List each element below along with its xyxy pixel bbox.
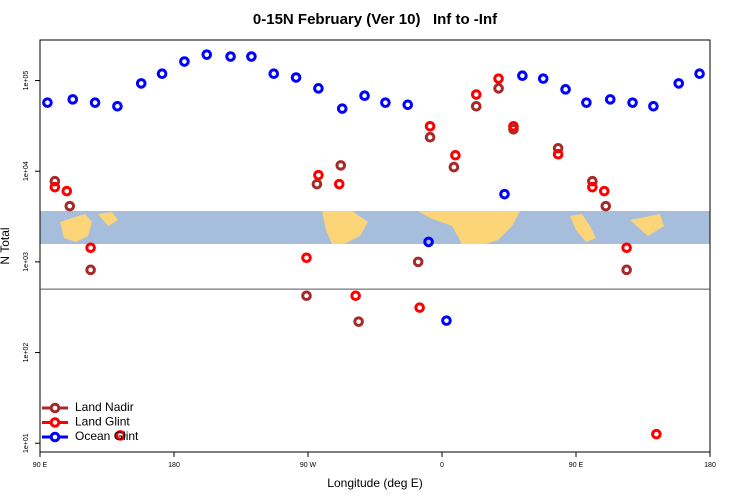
- map-strip: [40, 211, 710, 244]
- point: [600, 200, 612, 212]
- map-land: [418, 211, 520, 244]
- y-tick-label: 1e+04: [23, 161, 30, 181]
- y-tick-label: 1e+01: [23, 433, 30, 453]
- y-tick-label: 1e+05: [23, 71, 30, 91]
- point: [311, 178, 323, 190]
- point: [648, 100, 659, 112]
- point: [598, 185, 610, 197]
- point: [493, 83, 504, 94]
- legend-marker: [49, 402, 61, 414]
- point: [85, 264, 96, 276]
- map-land: [630, 214, 664, 236]
- point: [67, 94, 79, 105]
- plot-frame: [39, 39, 711, 453]
- point: [156, 68, 168, 79]
- point: [179, 56, 190, 67]
- y-tick-label: 1e+03: [23, 252, 30, 272]
- point: [604, 94, 616, 105]
- point: [414, 302, 425, 313]
- map-ocean: [40, 211, 710, 244]
- point: [301, 290, 312, 302]
- point: [621, 264, 632, 276]
- point: [627, 97, 638, 108]
- point: [651, 428, 662, 440]
- y-tick-label: 1e+02: [23, 343, 30, 363]
- point: [673, 78, 685, 89]
- point: [441, 315, 452, 326]
- point: [448, 161, 460, 173]
- point: [423, 236, 434, 248]
- map-land: [60, 214, 92, 242]
- map-land: [98, 212, 118, 226]
- point: [301, 252, 312, 264]
- point: [336, 103, 348, 114]
- point: [333, 178, 345, 190]
- point: [552, 148, 564, 160]
- y-axis-label: N Total: [0, 227, 12, 264]
- point: [424, 120, 436, 132]
- x-tick-label: 180: [704, 462, 716, 469]
- point: [587, 181, 598, 193]
- map-land: [322, 211, 368, 244]
- point: [49, 175, 61, 187]
- map-land: [570, 214, 596, 242]
- point: [402, 99, 414, 111]
- point: [350, 290, 361, 302]
- point: [552, 142, 564, 154]
- point: [517, 70, 528, 82]
- legend-label: Land Nadir: [75, 400, 134, 414]
- point: [89, 97, 101, 108]
- point: [268, 68, 280, 79]
- point: [290, 72, 302, 83]
- point: [135, 78, 147, 89]
- x-tick-label: 90 E: [33, 462, 48, 469]
- point: [470, 89, 482, 100]
- x-axis-label: Longitude (deg E): [327, 476, 422, 490]
- point: [225, 51, 236, 62]
- point: [353, 316, 364, 327]
- point: [85, 242, 96, 254]
- point: [470, 100, 482, 112]
- point: [313, 83, 324, 94]
- chart-title: 0-15N February (Ver 10) Inf to -Inf: [253, 11, 498, 28]
- legend-label: Ocean Glint: [75, 429, 139, 443]
- x-tick-label: 90 W: [300, 462, 317, 469]
- x-tick-label: 0: [440, 462, 444, 469]
- legend-label: Land Glint: [75, 415, 130, 429]
- point: [313, 169, 324, 181]
- point: [412, 256, 424, 268]
- point: [508, 120, 519, 132]
- point: [581, 97, 592, 108]
- point: [335, 160, 347, 171]
- point: [424, 131, 436, 143]
- point: [61, 185, 73, 197]
- point: [49, 181, 61, 193]
- point: [450, 149, 461, 161]
- point: [499, 188, 510, 200]
- point: [246, 51, 257, 62]
- point: [587, 175, 598, 187]
- x-tick-label: 90 E: [569, 462, 584, 469]
- point: [537, 73, 549, 84]
- point: [359, 90, 370, 102]
- legend-marker: [49, 417, 61, 428]
- point: [380, 97, 391, 108]
- point: [64, 200, 76, 212]
- point: [201, 49, 213, 60]
- point: [42, 97, 53, 108]
- x-tick-label: 180: [168, 462, 180, 469]
- point: [560, 84, 571, 95]
- legend-marker: [49, 431, 61, 443]
- point: [493, 73, 504, 84]
- point: [112, 100, 123, 112]
- point: [621, 242, 632, 254]
- point: [115, 430, 126, 441]
- point: [694, 68, 705, 79]
